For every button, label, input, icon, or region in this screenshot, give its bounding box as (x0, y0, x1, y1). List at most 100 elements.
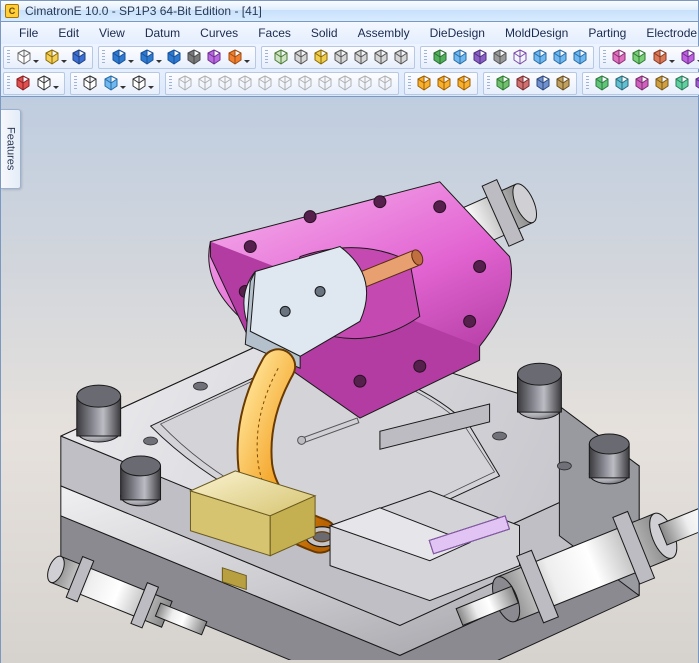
mold-analysis-icon[interactable] (677, 47, 699, 67)
menu-electrode[interactable]: Electrode (636, 24, 699, 42)
box-1-icon[interactable] (530, 47, 550, 67)
extend-icon[interactable] (315, 73, 335, 93)
pick-filter-icon[interactable] (128, 73, 156, 93)
an-a-icon[interactable] (493, 73, 513, 93)
mirror-icon[interactable] (375, 73, 395, 93)
pick-mode-icon[interactable] (100, 73, 128, 93)
menu-faces[interactable]: Faces (248, 24, 301, 42)
pt-e-icon[interactable] (672, 73, 692, 93)
app-icon: C (5, 4, 19, 18)
menu-datum[interactable]: Datum (135, 24, 190, 42)
toolbar-grip (7, 50, 10, 64)
orbit-icon[interactable] (391, 47, 411, 67)
dropdown-caret-icon (148, 86, 154, 89)
toolbar-grip (586, 76, 589, 90)
box-2-icon[interactable] (550, 47, 570, 67)
menu-molddesign[interactable]: MoldDesign (495, 24, 578, 42)
toolbar-row-2 (1, 70, 698, 96)
menubar: FileEditViewDatumCurvesFacesSolidAssembl… (0, 22, 699, 44)
history-icon[interactable] (184, 47, 204, 67)
toolbar-grip (102, 50, 105, 64)
toolbar-group-highlight (404, 72, 478, 95)
undo-icon[interactable] (108, 47, 136, 67)
shade-4-icon[interactable] (490, 47, 510, 67)
trim-icon[interactable] (295, 73, 315, 93)
hl-c-icon[interactable] (454, 73, 474, 93)
pattern-icon[interactable] (355, 73, 375, 93)
menu-view[interactable]: View (89, 24, 135, 42)
toolbar-grip (7, 76, 10, 90)
sketch-icon[interactable] (204, 47, 224, 67)
shade-1-icon[interactable] (430, 47, 450, 67)
pick-arrow-icon[interactable] (80, 73, 100, 93)
center-icon[interactable] (331, 47, 351, 67)
circle-icon[interactable] (235, 73, 255, 93)
menu-curves[interactable]: Curves (190, 24, 248, 42)
point-icon[interactable] (275, 73, 295, 93)
toolbar-group-select (3, 72, 65, 95)
zoom-window-icon[interactable] (271, 47, 291, 67)
toolbar-grip (424, 50, 427, 64)
rect-icon[interactable] (255, 73, 275, 93)
pt-a-icon[interactable] (592, 73, 612, 93)
zoom-icon[interactable] (311, 47, 331, 67)
new-icon[interactable] (13, 47, 41, 67)
pt-d-icon[interactable] (652, 73, 672, 93)
line-icon[interactable] (175, 73, 195, 93)
wireframe-icon[interactable] (510, 47, 530, 67)
toolbar-group-analyze (483, 72, 577, 95)
spline-icon[interactable] (215, 73, 235, 93)
toolbar-group-file (3, 46, 93, 69)
dropdown-caret-icon (61, 60, 67, 63)
shade-2-icon[interactable] (450, 47, 470, 67)
layers-icon[interactable] (224, 47, 252, 67)
mold-insert-icon[interactable] (609, 47, 629, 67)
dropdown-caret-icon (669, 60, 675, 63)
toolbar-grip (408, 76, 411, 90)
pt-f-icon[interactable] (692, 73, 699, 93)
toolbar-row-1 (1, 44, 698, 70)
dropdown-caret-icon (33, 60, 39, 63)
offset-icon[interactable] (335, 73, 355, 93)
toolbar-grip (169, 76, 172, 90)
window-title: CimatronE 10.0 - SP1P3 64-Bit Edition - … (25, 4, 262, 18)
menu-file[interactable]: File (9, 24, 48, 42)
save-icon[interactable] (69, 47, 89, 67)
arc-icon[interactable] (195, 73, 215, 93)
redo-icon[interactable] (136, 47, 164, 67)
menu-parting[interactable]: Parting (578, 24, 636, 42)
toolbar-grip (603, 50, 606, 64)
an-c-icon[interactable] (533, 73, 553, 93)
select-arrow-icon[interactable] (33, 73, 61, 93)
toolbar-group-view (261, 46, 415, 69)
hl-b-icon[interactable] (434, 73, 454, 93)
toolbar-group-construct (165, 72, 399, 95)
an-d-icon[interactable] (553, 73, 573, 93)
mold-cube-icon[interactable] (649, 47, 677, 67)
toolbar-grip (265, 50, 268, 64)
viewport[interactable]: Features (0, 97, 699, 663)
dropdown-caret-icon (156, 60, 162, 63)
toolbar-grip (74, 76, 77, 90)
menu-assembly[interactable]: Assembly (348, 24, 420, 42)
box-3-icon[interactable] (570, 47, 590, 67)
select-a-icon[interactable] (13, 73, 33, 93)
mold-core-icon[interactable] (629, 47, 649, 67)
refresh-icon[interactable] (164, 47, 184, 67)
pt-c-icon[interactable] (632, 73, 652, 93)
menu-edit[interactable]: Edit (48, 24, 89, 42)
an-b-icon[interactable] (513, 73, 533, 93)
toolbar-area (0, 44, 699, 97)
menu-diedesign[interactable]: DieDesign (420, 24, 495, 42)
open-icon[interactable] (41, 47, 69, 67)
shade-3-icon[interactable] (470, 47, 490, 67)
pt-b-icon[interactable] (612, 73, 632, 93)
rotate-icon[interactable] (371, 47, 391, 67)
toolbar-group-pick (70, 72, 160, 95)
toolbar-group-mold-a (599, 46, 699, 69)
dropdown-caret-icon (244, 60, 250, 63)
hl-a-icon[interactable] (414, 73, 434, 93)
pan-icon[interactable] (351, 47, 371, 67)
zoom-fit-icon[interactable] (291, 47, 311, 67)
menu-solid[interactable]: Solid (301, 24, 348, 42)
